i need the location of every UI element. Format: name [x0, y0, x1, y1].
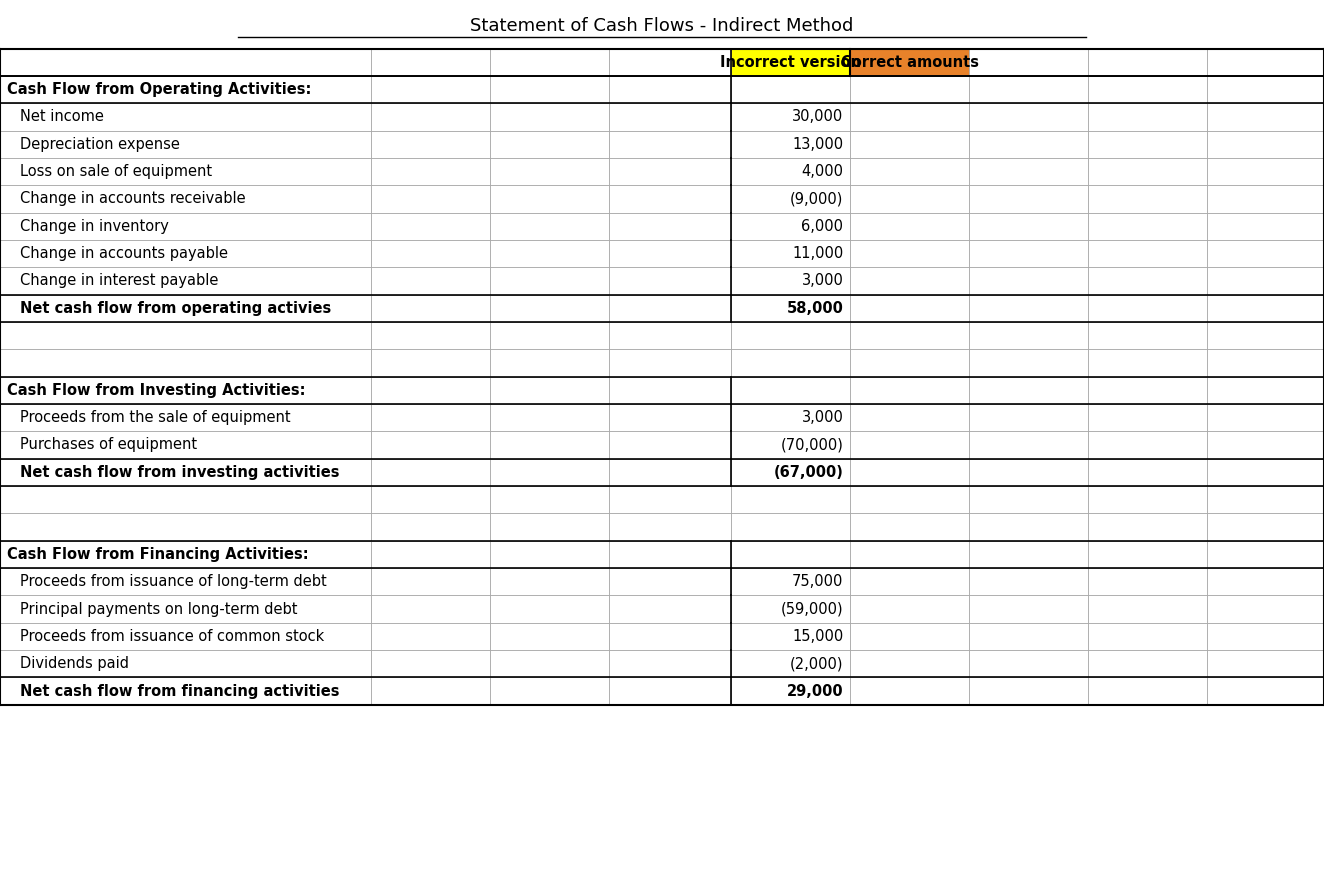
- Text: (2,000): (2,000): [790, 656, 843, 671]
- Text: Net cash flow from operating activies: Net cash flow from operating activies: [20, 301, 331, 316]
- Text: Net cash flow from investing activities: Net cash flow from investing activities: [20, 465, 339, 480]
- Text: Change in accounts payable: Change in accounts payable: [20, 246, 228, 261]
- Text: Cash Flow from Investing Activities:: Cash Flow from Investing Activities:: [7, 383, 305, 398]
- Text: Proceeds from issuance of long-term debt: Proceeds from issuance of long-term debt: [20, 574, 327, 589]
- Text: Incorrect version: Incorrect version: [720, 55, 861, 70]
- Text: Purchases of equipment: Purchases of equipment: [20, 437, 197, 452]
- Text: Change in interest payable: Change in interest payable: [20, 273, 218, 288]
- Text: 4,000: 4,000: [801, 164, 843, 179]
- Text: Proceeds from issuance of common stock: Proceeds from issuance of common stock: [20, 629, 324, 644]
- Text: Depreciation expense: Depreciation expense: [20, 137, 180, 152]
- Text: Cash Flow from Financing Activities:: Cash Flow from Financing Activities:: [7, 547, 308, 562]
- Text: 58,000: 58,000: [786, 301, 843, 316]
- Text: Net cash flow from financing activities: Net cash flow from financing activities: [20, 684, 339, 699]
- Text: Loss on sale of equipment: Loss on sale of equipment: [20, 164, 212, 179]
- Text: 6,000: 6,000: [801, 219, 843, 234]
- Text: (70,000): (70,000): [781, 437, 843, 452]
- Text: Cash Flow from Operating Activities:: Cash Flow from Operating Activities:: [7, 82, 311, 97]
- Text: 30,000: 30,000: [792, 109, 843, 124]
- Text: Dividends paid: Dividends paid: [20, 656, 128, 671]
- Text: Correct amounts: Correct amounts: [841, 55, 978, 70]
- Text: (9,000): (9,000): [790, 191, 843, 206]
- Text: 15,000: 15,000: [792, 629, 843, 644]
- Text: 3,000: 3,000: [801, 410, 843, 425]
- Text: Net income: Net income: [20, 109, 103, 124]
- Text: 11,000: 11,000: [792, 246, 843, 261]
- Text: 3,000: 3,000: [801, 273, 843, 288]
- Bar: [731, 49, 850, 76]
- Text: Change in inventory: Change in inventory: [20, 219, 168, 234]
- Text: Principal payments on long-term debt: Principal payments on long-term debt: [20, 602, 298, 617]
- Text: Proceeds from the sale of equipment: Proceeds from the sale of equipment: [20, 410, 290, 425]
- Bar: [850, 49, 969, 76]
- Text: 75,000: 75,000: [792, 574, 843, 589]
- Text: (67,000): (67,000): [773, 465, 843, 480]
- Text: (59,000): (59,000): [781, 602, 843, 617]
- Text: Statement of Cash Flows - Indirect Method: Statement of Cash Flows - Indirect Metho…: [470, 18, 854, 35]
- Text: 29,000: 29,000: [786, 684, 843, 699]
- Text: Change in accounts receivable: Change in accounts receivable: [20, 191, 245, 206]
- Text: 13,000: 13,000: [792, 137, 843, 152]
